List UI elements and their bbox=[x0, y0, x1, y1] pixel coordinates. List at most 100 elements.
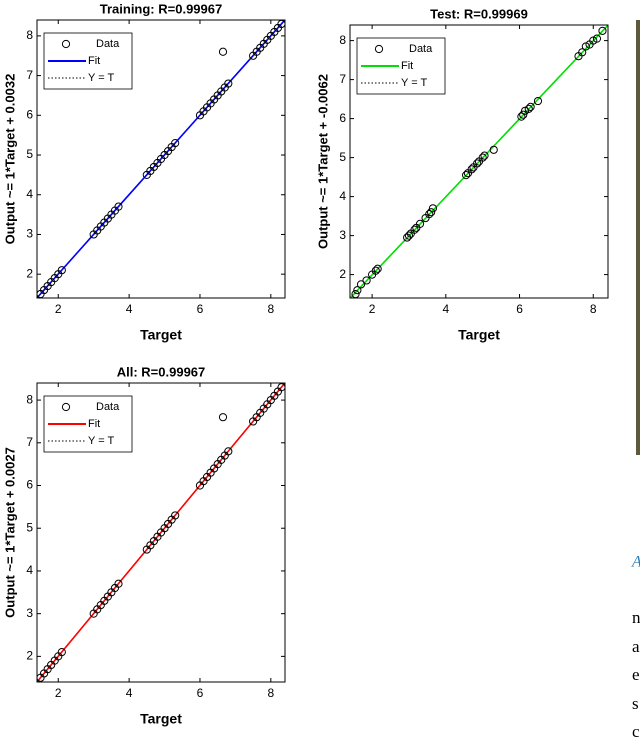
x-axis-label: Target bbox=[458, 327, 500, 343]
data-point bbox=[114, 202, 123, 211]
chart-title: Test: R=0.99969 bbox=[430, 6, 528, 21]
x-tick-label: 4 bbox=[126, 302, 133, 316]
data-point bbox=[277, 383, 285, 392]
chart-title: All: R=0.99967 bbox=[117, 364, 206, 379]
axes-frame bbox=[36, 19, 286, 299]
data-point bbox=[480, 151, 489, 160]
fit-line bbox=[37, 20, 285, 298]
legend-label: Fit bbox=[401, 60, 413, 72]
y-tick-label: 4 bbox=[26, 187, 33, 201]
data-point bbox=[578, 48, 587, 57]
data-point bbox=[489, 145, 498, 154]
x-tick-label: 2 bbox=[369, 302, 376, 316]
chart-title: Training: R=0.99967 bbox=[100, 1, 222, 16]
y-axis-label: Output ~= 1*Target + 0.0027 bbox=[2, 447, 17, 618]
text-fragment: s bbox=[632, 694, 639, 713]
data-point bbox=[426, 208, 436, 217]
legend-marker bbox=[61, 402, 71, 412]
y-tick-label: 6 bbox=[26, 107, 33, 121]
data-point bbox=[218, 413, 228, 422]
x-axis-label: Target bbox=[140, 711, 182, 727]
data-point bbox=[592, 34, 602, 43]
y-tick-label: 2 bbox=[26, 266, 33, 280]
data-point bbox=[353, 286, 362, 295]
axes-frame bbox=[36, 382, 286, 683]
data-point bbox=[224, 447, 233, 456]
y-tick-label: 7 bbox=[26, 435, 33, 449]
legend-marker bbox=[374, 44, 384, 54]
x-tick-label: 6 bbox=[197, 302, 204, 316]
data-point bbox=[410, 225, 419, 234]
y-tick-label: 4 bbox=[26, 563, 33, 577]
data-point bbox=[57, 648, 66, 657]
y-tick-label: 4 bbox=[339, 189, 346, 203]
data-point bbox=[362, 276, 371, 285]
y-axis-label: Output ~= 1*Target + 0.0032 bbox=[2, 74, 17, 245]
legend-label: Fit bbox=[88, 418, 100, 430]
data-point bbox=[462, 171, 471, 180]
y-axis-label: Output ~= 1*Target + -0.0062 bbox=[315, 74, 330, 249]
legend-label: Data bbox=[96, 401, 120, 413]
data-point bbox=[428, 204, 438, 213]
x-tick-label: 4 bbox=[126, 686, 133, 700]
fit-line bbox=[350, 25, 608, 298]
fit-line bbox=[37, 383, 285, 682]
x-tick-label: 8 bbox=[267, 302, 274, 316]
data-point bbox=[114, 579, 123, 588]
legend-label: Fit bbox=[88, 55, 100, 67]
data-point bbox=[171, 139, 180, 148]
legend-marker bbox=[61, 39, 71, 49]
y-tick-label: 8 bbox=[26, 392, 33, 406]
x-axis-label: Target bbox=[140, 327, 182, 343]
y-tick-label: 5 bbox=[339, 150, 346, 164]
data-point bbox=[224, 79, 233, 88]
y-tick-label: 6 bbox=[26, 478, 33, 492]
data-point bbox=[371, 266, 380, 275]
data-point bbox=[478, 153, 487, 162]
legend-label: Y = T bbox=[88, 72, 114, 84]
axes-frame bbox=[349, 24, 609, 299]
data-point bbox=[404, 231, 414, 240]
y-tick-label: 8 bbox=[26, 28, 33, 42]
data-point bbox=[598, 26, 607, 35]
data-point bbox=[524, 104, 533, 113]
data-point bbox=[373, 264, 382, 273]
x-tick-label: 8 bbox=[267, 686, 274, 700]
x-tick-label: 2 bbox=[55, 686, 62, 700]
data-point bbox=[356, 280, 366, 289]
y-tick-label: 3 bbox=[26, 606, 33, 620]
cropped-photo bbox=[636, 20, 640, 455]
x-tick-label: 6 bbox=[516, 302, 523, 316]
data-point bbox=[533, 96, 543, 106]
y-tick-label: 3 bbox=[339, 228, 346, 242]
legend-label: Data bbox=[96, 38, 120, 50]
y-tick-label: 7 bbox=[26, 68, 33, 82]
x-tick-label: 6 bbox=[197, 686, 204, 700]
data-point bbox=[425, 210, 434, 219]
text-fragment: n bbox=[632, 608, 640, 627]
y-tick-label: 5 bbox=[26, 147, 33, 161]
text-fragment: e bbox=[632, 665, 640, 684]
y-tick-label: 7 bbox=[339, 72, 346, 86]
legend-label: Y = T bbox=[401, 77, 427, 89]
data-point bbox=[467, 165, 476, 174]
data-point bbox=[171, 511, 180, 520]
caption-fragment: A bbox=[631, 554, 640, 571]
y-tick-label: 6 bbox=[339, 111, 346, 125]
y-tick-label: 8 bbox=[339, 33, 346, 47]
legend-label: Y = T bbox=[88, 435, 114, 447]
text-fragment: c bbox=[632, 722, 640, 741]
data-point bbox=[57, 266, 66, 275]
legend-label: Data bbox=[409, 43, 433, 55]
y-tick-label: 5 bbox=[26, 520, 33, 534]
data-point bbox=[517, 112, 526, 121]
x-tick-label: 4 bbox=[442, 302, 449, 316]
x-tick-label: 8 bbox=[590, 302, 597, 316]
y-tick-label: 2 bbox=[26, 649, 33, 663]
data-point bbox=[519, 110, 528, 119]
x-tick-label: 2 bbox=[55, 302, 62, 316]
data-point bbox=[218, 47, 228, 56]
data-point bbox=[526, 102, 535, 112]
data-point bbox=[473, 159, 482, 168]
